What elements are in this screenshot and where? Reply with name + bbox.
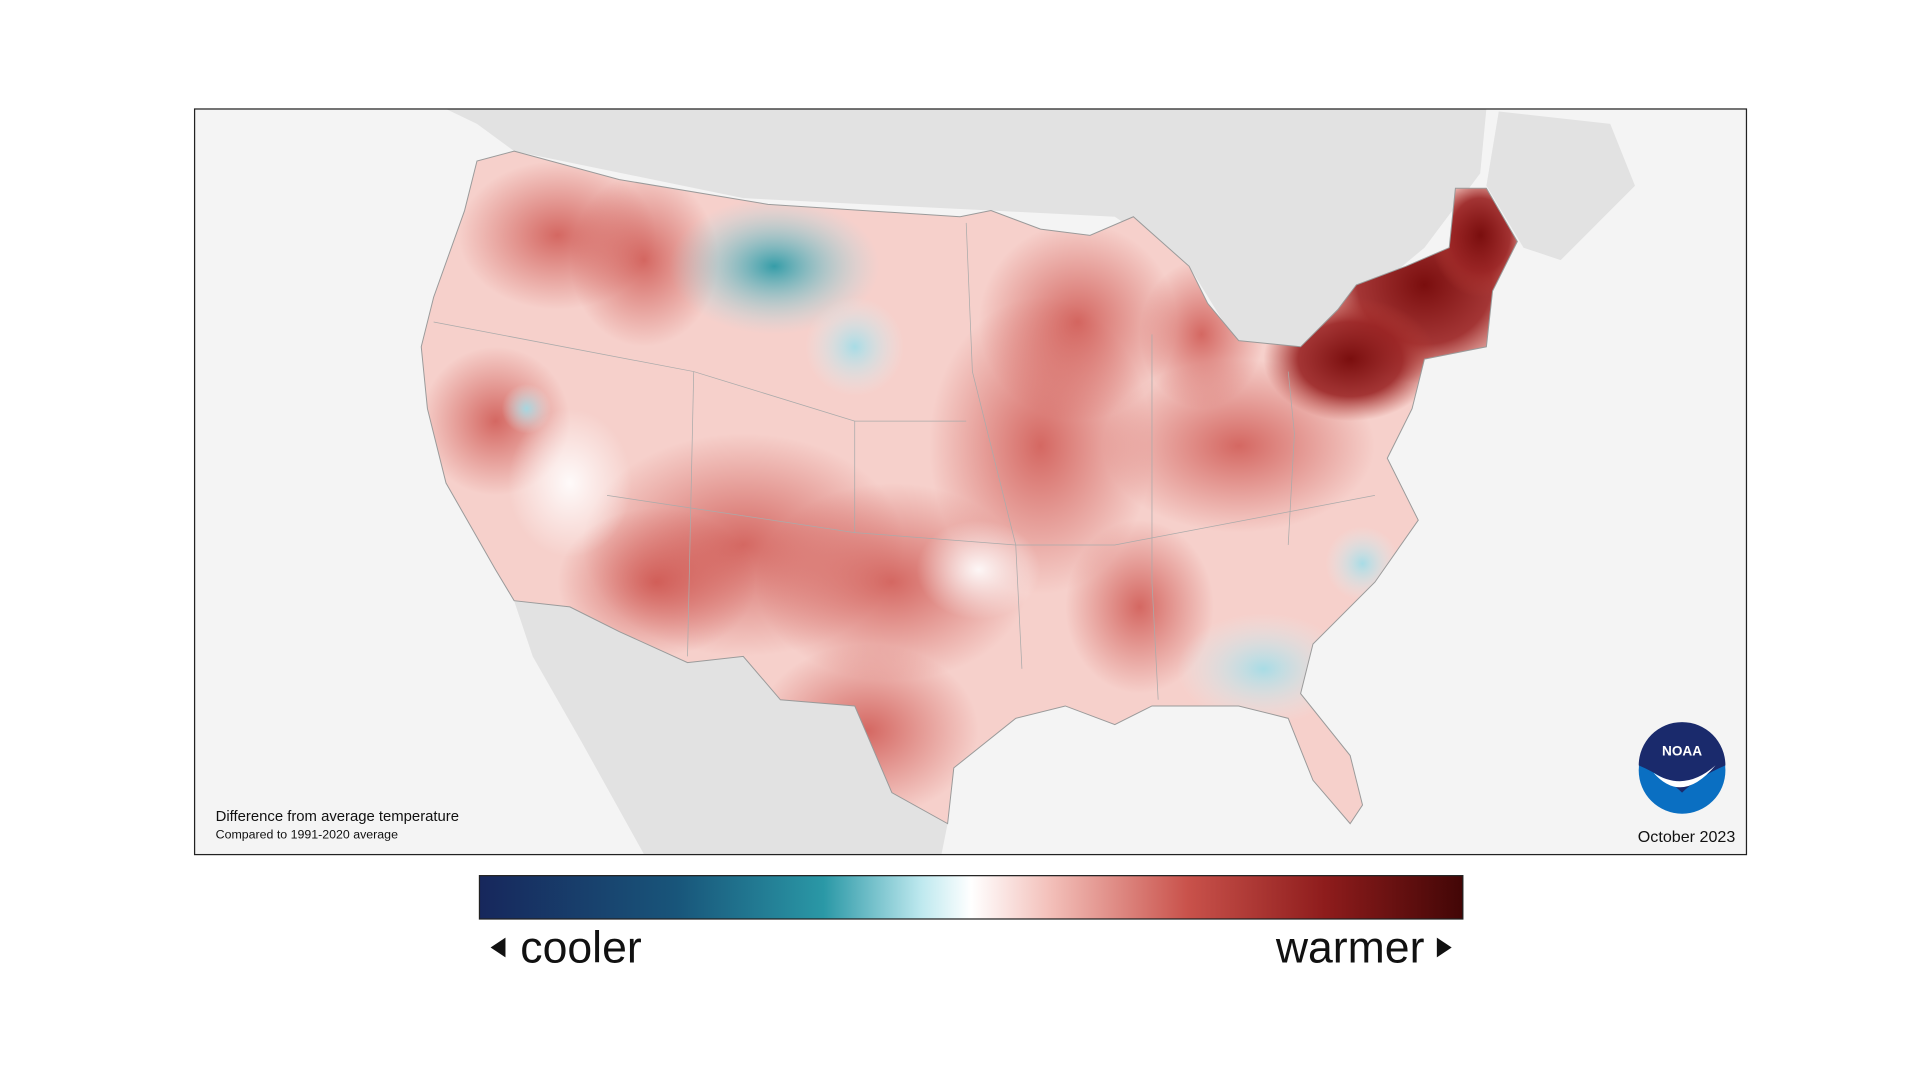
canada bbox=[446, 108, 1487, 353]
date-label: October 2023 bbox=[1638, 828, 1736, 846]
arrow-right bbox=[1436, 937, 1452, 958]
note-subtitle: Compared to 1991-2020 average bbox=[216, 827, 398, 841]
legend-high: warmer bbox=[1275, 923, 1425, 972]
state-borders bbox=[433, 222, 1375, 700]
mexico bbox=[514, 600, 948, 855]
legend: cooler warmer bbox=[478, 875, 1464, 972]
map-frame bbox=[193, 108, 1748, 856]
noaa-logo: NOAA bbox=[1638, 722, 1726, 814]
legend-low: cooler bbox=[520, 923, 642, 972]
arrow-left bbox=[490, 937, 506, 958]
logo-text: NOAA bbox=[1662, 744, 1702, 759]
maritimes bbox=[1486, 111, 1635, 261]
map-area bbox=[194, 108, 1747, 855]
color-bar bbox=[478, 875, 1464, 920]
note-title: Difference from average temperature bbox=[216, 809, 459, 825]
